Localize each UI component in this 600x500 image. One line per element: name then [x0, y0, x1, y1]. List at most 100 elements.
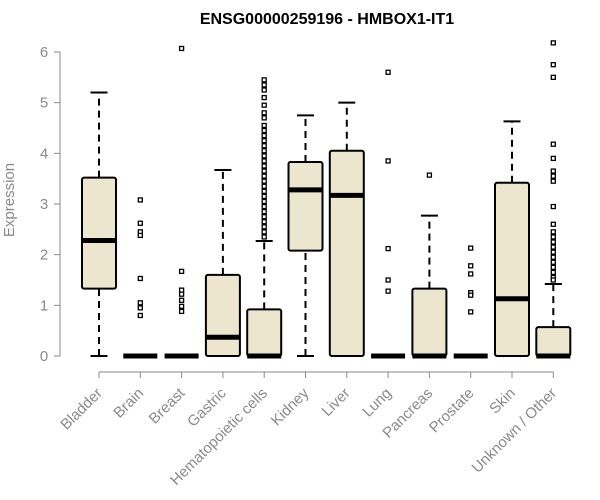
y-tick-label: 0	[40, 348, 48, 365]
outlier-point	[468, 263, 474, 269]
outlier-point	[261, 122, 267, 129]
outlier-point	[178, 291, 185, 297]
outlier-point	[261, 183, 267, 189]
outlier-point	[178, 303, 185, 309]
box-bladder	[81, 91, 117, 357]
outlier-point	[550, 141, 556, 147]
boxes-group	[81, 40, 572, 359]
outlier-point	[261, 234, 267, 240]
outlier-point	[261, 132, 267, 139]
outlier-point	[137, 305, 143, 311]
outlier-point	[550, 40, 556, 46]
outlier-point	[261, 158, 267, 164]
y-tick-label: 2	[40, 247, 48, 264]
box-kidney	[287, 114, 324, 357]
outlier-point	[550, 168, 556, 174]
outlier-point	[261, 193, 267, 200]
y-axis-label: Expression	[1, 163, 18, 237]
x-tick-label: Liver	[319, 385, 354, 420]
outlier-point	[550, 155, 556, 162]
outlier-point	[550, 74, 556, 80]
outlier-point	[550, 173, 556, 179]
box-body	[287, 160, 324, 252]
outlier-point	[261, 138, 267, 144]
box-body	[81, 176, 117, 290]
y-tick-label: 6	[40, 44, 48, 61]
y-tick-label: 1	[40, 297, 48, 314]
outlier-point	[261, 82, 267, 88]
outlier-point	[468, 292, 474, 298]
outlier-point	[261, 110, 267, 116]
outlier-point	[137, 275, 143, 282]
box-hematopoietic-cells	[246, 77, 283, 359]
outlier-point	[550, 244, 556, 250]
outlier-point	[261, 229, 267, 235]
y-axis: 0 1 2 3 4 5 6	[40, 44, 61, 365]
x-tick-label: Breast	[146, 384, 189, 427]
chart-title: ENSG00000259196 - HMBOX1-IT1	[200, 11, 454, 28]
box-body	[411, 287, 448, 358]
y-tick-label: 4	[40, 145, 48, 162]
outlier-point	[426, 172, 433, 178]
outlier-point	[261, 153, 267, 159]
box-brain	[123, 197, 158, 359]
outlier-point	[385, 158, 391, 164]
x-tick-label: Kidney	[268, 384, 313, 429]
outlier-point	[261, 178, 267, 184]
box-prostate	[453, 245, 488, 359]
outlier-point	[178, 287, 185, 293]
outlier-point	[550, 277, 556, 283]
outlier-point	[178, 268, 185, 275]
outlier-point	[261, 208, 267, 215]
outlier-point	[261, 168, 267, 174]
outlier-point	[468, 271, 474, 277]
outlier-point	[261, 148, 267, 154]
outlier-point	[550, 249, 556, 255]
outlier-point	[468, 245, 474, 251]
box-breast	[164, 45, 199, 359]
x-tick-label: Skin	[486, 385, 519, 418]
outlier-point	[261, 219, 267, 225]
outlier-point	[261, 77, 267, 83]
outlier-point	[385, 288, 391, 294]
y-tick-label: 3	[40, 196, 48, 213]
outlier-point	[137, 232, 143, 239]
box-body	[328, 149, 365, 357]
outlier-point	[137, 197, 143, 203]
outlier-point	[261, 94, 267, 101]
box-body	[204, 273, 241, 357]
outlier-point	[261, 115, 267, 121]
box-body	[494, 181, 530, 357]
x-tick-label: Brain	[110, 385, 147, 422]
outlier-point	[261, 203, 267, 210]
outlier-point	[261, 214, 267, 220]
outlier-point	[550, 234, 556, 240]
outlier-point	[261, 224, 267, 230]
outlier-point	[385, 69, 391, 75]
outlier-point	[385, 277, 391, 283]
box-lung	[371, 69, 406, 359]
outlier-point	[550, 221, 556, 227]
outlier-point	[385, 245, 391, 252]
x-tick-label: Bladder	[57, 385, 106, 434]
outlier-point	[261, 143, 267, 149]
outlier-point	[550, 239, 556, 245]
outlier-point	[550, 62, 556, 68]
outlier-point	[137, 220, 143, 226]
outlier-point	[550, 259, 556, 265]
outlier-point	[261, 127, 267, 134]
outlier-point	[261, 102, 267, 108]
outlier-point	[261, 198, 267, 205]
outlier-point	[178, 297, 185, 303]
box-pancreas	[411, 172, 448, 359]
outlier-point	[261, 173, 267, 179]
box-gastric	[204, 169, 241, 357]
outlier-point	[261, 163, 267, 169]
outlier-point	[137, 300, 143, 306]
outlier-point	[550, 254, 556, 260]
outlier-point	[261, 188, 267, 194]
x-tick-label: Prostate	[426, 385, 478, 437]
outlier-point	[550, 269, 556, 276]
